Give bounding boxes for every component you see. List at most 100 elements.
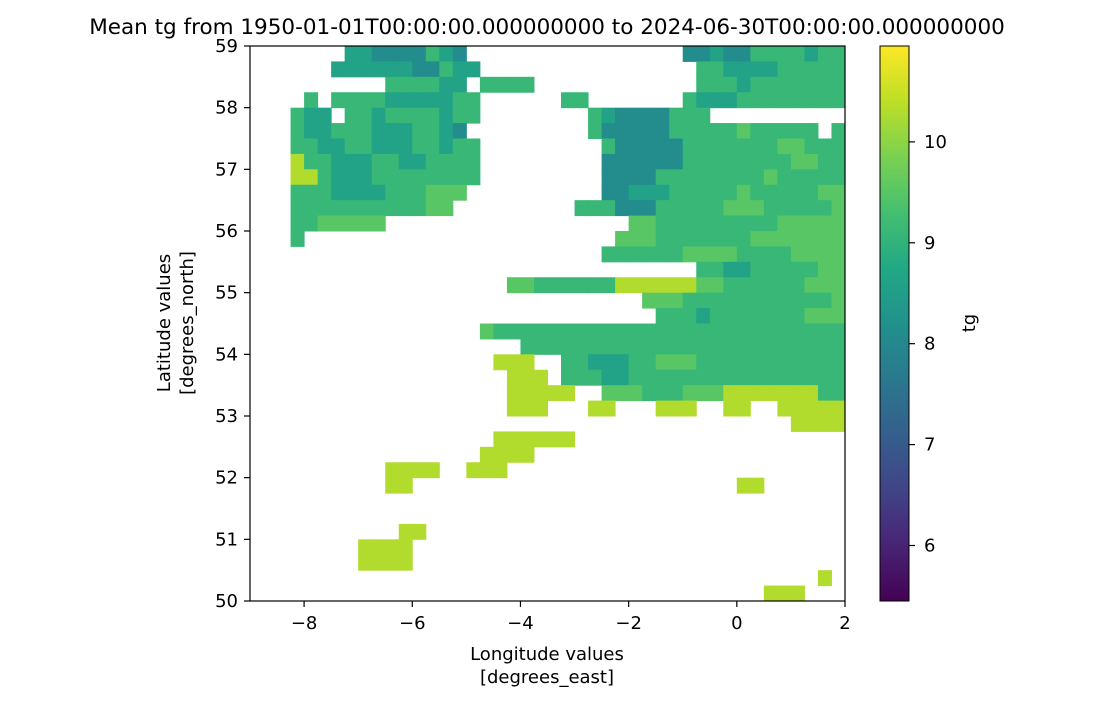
heatmap-cell <box>290 231 305 247</box>
heatmap-cell <box>817 61 832 78</box>
heatmap-cell <box>777 76 792 93</box>
heatmap-cell <box>817 92 832 109</box>
heatmap-cell <box>304 153 319 170</box>
heatmap-cell <box>398 46 413 62</box>
heatmap-cell <box>817 354 832 371</box>
heatmap-cell <box>859 308 873 324</box>
heatmap-cell <box>398 138 413 155</box>
heatmap-cell <box>669 354 684 371</box>
heatmap-cell <box>331 138 346 155</box>
heatmap-cell <box>723 215 738 232</box>
heatmap-cell <box>723 76 738 93</box>
heatmap-cell <box>452 76 467 93</box>
heatmap-cell <box>655 277 670 294</box>
heatmap-cell <box>723 231 738 247</box>
heatmap-cell <box>790 231 805 247</box>
heatmap-cell <box>831 184 845 201</box>
heatmap-cell <box>859 46 873 62</box>
heatmap-cell <box>655 385 670 402</box>
heatmap-cell <box>439 61 454 78</box>
heatmap-cell <box>317 153 332 170</box>
heatmap-cell <box>574 323 589 340</box>
heatmap-cell <box>723 200 738 217</box>
heatmap-cell <box>831 385 845 402</box>
heatmap-cell <box>777 200 792 217</box>
heatmap-cell <box>682 138 697 155</box>
heatmap-cell <box>655 369 670 386</box>
heatmap-cell <box>561 431 576 448</box>
heatmap-cell <box>709 76 724 93</box>
heatmap-cell <box>398 92 413 109</box>
heatmap-cell <box>628 246 643 263</box>
colorbar-label: tg <box>959 314 980 332</box>
heatmap-cell <box>831 46 845 62</box>
heatmap-cell <box>831 153 845 170</box>
heatmap-cell <box>425 76 440 93</box>
heatmap-cell <box>777 308 792 324</box>
heatmap-cell <box>682 338 697 355</box>
heatmap-cell <box>304 107 319 124</box>
heatmap-cell <box>845 185 859 201</box>
heatmap-cell <box>398 523 413 540</box>
heatmap-cell <box>709 123 724 139</box>
heatmap-cell <box>817 46 832 62</box>
heatmap-cell <box>317 123 332 139</box>
heatmap-cell <box>561 323 576 340</box>
heatmap-cell <box>750 138 765 155</box>
heatmap-cell <box>439 123 454 139</box>
heatmap-cell <box>452 46 467 62</box>
heatmap-cell <box>859 231 873 247</box>
heatmap-cell <box>601 338 616 355</box>
heatmap-cell <box>574 277 589 294</box>
heatmap-cell <box>493 431 508 448</box>
heatmap-cell <box>642 215 657 232</box>
heatmap-cell <box>425 462 440 479</box>
heatmap-cell <box>804 338 819 355</box>
heatmap-cell <box>750 261 765 278</box>
heatmap-cell <box>290 138 305 155</box>
heatmap-cell <box>682 246 697 263</box>
heatmap-cell <box>506 385 521 402</box>
heatmap-cell <box>750 76 765 93</box>
heatmap-cell <box>412 169 427 186</box>
heatmap-cell <box>344 138 359 155</box>
heatmap-cell <box>696 323 711 340</box>
heatmap-cell <box>344 46 359 62</box>
heatmap-cell <box>913 493 927 509</box>
heatmap-cell <box>344 169 359 186</box>
heatmap-cell <box>317 200 332 217</box>
heatmap-cell <box>399 0 413 16</box>
heatmap-cell <box>736 385 751 402</box>
heatmap-cell <box>358 107 373 124</box>
heatmap-cell <box>736 308 751 324</box>
heatmap-cell <box>601 200 616 217</box>
heatmap-cell <box>831 354 845 371</box>
heatmap-cell <box>655 200 670 217</box>
heatmap-cell <box>385 61 400 78</box>
heatmap-cell <box>452 138 467 155</box>
heatmap-cell <box>845 61 859 77</box>
x-tick-label: −4 <box>507 613 534 634</box>
heatmap-cell <box>574 200 589 217</box>
heatmap-cell <box>344 200 359 217</box>
heatmap-cell <box>439 153 454 170</box>
heatmap-cell <box>344 153 359 170</box>
heatmap-cell <box>790 184 805 201</box>
heatmap-cell <box>533 323 548 340</box>
heatmap-cell <box>642 231 657 247</box>
heatmap-cell <box>736 277 751 294</box>
heatmap-cell <box>777 231 792 247</box>
heatmap-cell <box>615 169 630 186</box>
heatmap-cell <box>385 169 400 186</box>
heatmap-cell <box>763 76 778 93</box>
heatmap-cell <box>439 184 454 201</box>
heatmap-cell <box>777 277 792 294</box>
heatmap-cell <box>817 200 832 217</box>
heatmap-cell <box>777 123 792 139</box>
heatmap-cell <box>615 323 630 340</box>
heatmap-cell <box>682 46 697 62</box>
heatmap-cell <box>777 215 792 232</box>
heatmap-cell <box>736 76 751 93</box>
heatmap-cell <box>520 277 535 294</box>
heatmap-cell <box>804 369 819 386</box>
